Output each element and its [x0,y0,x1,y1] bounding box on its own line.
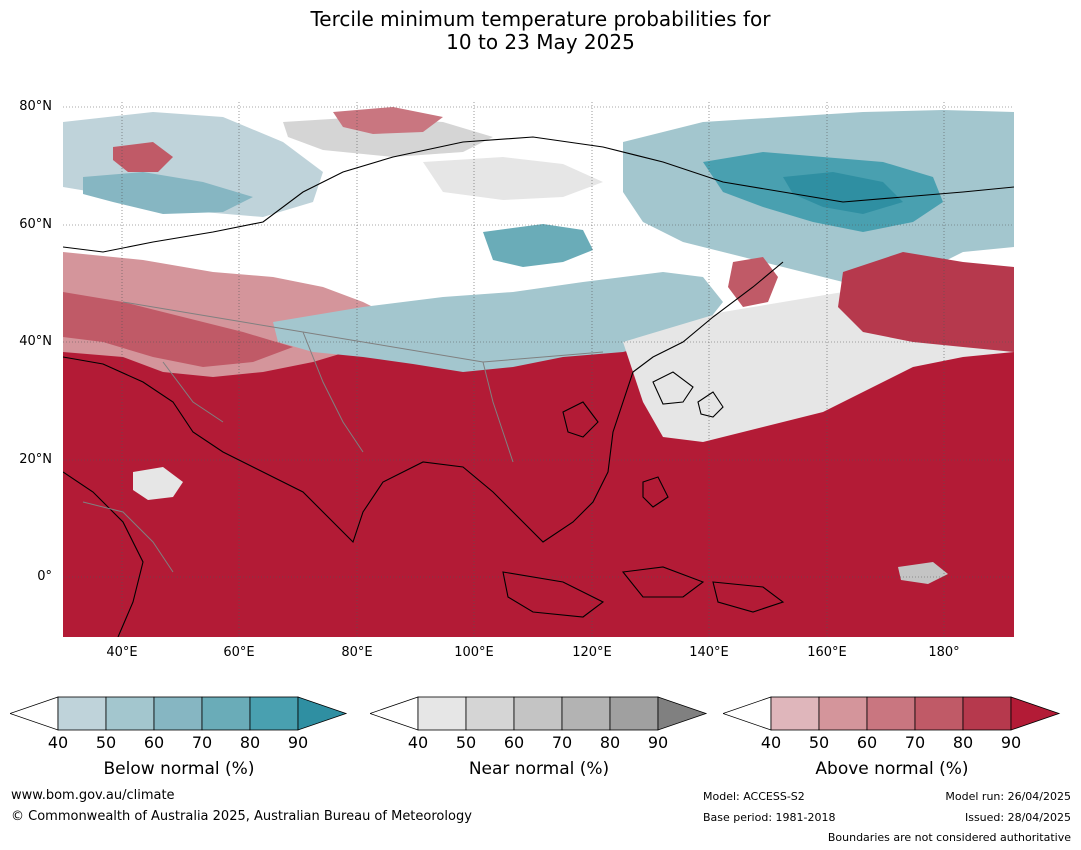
near-normal-pacific-south [898,562,948,584]
tick-above-60: 60 [856,733,878,752]
graticule [63,102,1014,637]
colorbar-segment [914,696,964,731]
colorbar-segment [770,696,820,731]
colorbar-segment [657,696,708,731]
colorbar-segment [297,696,348,731]
tick-below-40: 40 [47,733,69,752]
probability-map [63,102,1014,637]
colorbar-segment [57,696,107,731]
above-normal-pacific-north [838,252,1014,352]
footer-model: Model: ACCESS-S2 [703,790,805,803]
colorbar-segment [513,696,563,731]
footer-issued: Issued: 28/04/2025 [964,811,1071,824]
above-normal-scandinavia [113,142,173,172]
tick-above-50: 50 [808,733,830,752]
colorbar-title-below: Below normal (%) [103,759,255,779]
tick-near-90: 90 [647,733,669,752]
colorbar-title-above: Above normal (%) [815,759,969,779]
colorbar-near-normal [370,696,708,731]
tick-above-80: 80 [952,733,974,752]
colorbar-segment [962,696,1012,731]
colorbar-segment [818,696,868,731]
lat-label-40n: 40°N [19,334,52,349]
title-line-1: Tercile minimum temperature probabilitie… [310,7,771,31]
lon-label-120e: 120°E [572,645,612,660]
near-normal-arabia [133,467,183,500]
colorbar-segment [417,696,467,731]
tick-above-40: 40 [760,733,782,752]
lat-label-60n: 60°N [19,217,52,232]
tick-near-50: 50 [455,733,477,752]
below-normal-siberia-west-strong [83,172,253,214]
above-normal-north-patch [333,107,443,134]
above-normal-kamchatka-patch [728,257,778,307]
tick-below-90: 90 [287,733,309,752]
footer-base-period: Base period: 1981-2018 [703,811,836,824]
colorbar-extension-low [370,696,419,731]
lon-label-100e: 100°E [454,645,494,660]
colorbar-segment [105,696,155,731]
tick-near-80: 80 [599,733,621,752]
footer-copyright: © Commonwealth of Australia 2025, Austra… [11,809,472,824]
colorbar-title-near: Near normal (%) [468,759,610,779]
colorbar-segment [465,696,515,731]
tick-near-70: 70 [551,733,573,752]
footer-website: www.bom.gov.au/climate [11,788,175,803]
title-line-2: 10 to 23 May 2025 [446,30,635,54]
country-boundaries [82,301,604,573]
lon-label-60e: 60°E [223,645,255,660]
footer-model-run: Model run: 26/04/2025 [945,790,1071,803]
colorbar-segment [201,696,251,731]
tick-below-50: 50 [95,733,117,752]
below-normal-mongolia [483,224,593,267]
colorbar-below-normal [10,696,348,731]
tick-below-60: 60 [143,733,165,752]
tick-below-70: 70 [191,733,213,752]
lat-label-20n: 20°N [19,452,52,467]
lat-label-0: 0° [37,569,52,584]
colorbar-segment [866,696,916,731]
colorbar-above-normal [723,696,1061,731]
lat-label-80n: 80°N [19,99,52,114]
below-normal-central-asia [273,272,723,372]
colorbar-extension-low [723,696,772,731]
lon-label-160e: 160°E [807,645,847,660]
lon-label-40e: 40°E [106,645,138,660]
near-normal-patch-2 [423,157,603,200]
colorbar-segment [561,696,611,731]
colorbar-segment [1010,696,1061,731]
coastlines [63,136,1014,637]
colorbar-extension-low [10,696,59,731]
tick-above-70: 70 [904,733,926,752]
colorbar-segment [609,696,659,731]
map-title: Tercile minimum temperature probabilitie… [0,8,1081,54]
lon-label-140e: 140°E [689,645,729,660]
below-normal-siberia-east-core [783,172,903,214]
lon-label-80e: 80°E [341,645,373,660]
colorbar-segment [153,696,203,731]
footer-disclaimer: Boundaries are not considered authoritat… [827,831,1071,844]
lon-label-180: 180° [928,645,960,660]
colorbar-segment [249,696,299,731]
above-normal-mid-west-strong [63,292,293,367]
tick-near-40: 40 [407,733,429,752]
tick-below-80: 80 [239,733,261,752]
tick-near-60: 60 [503,733,525,752]
tick-above-90: 90 [1000,733,1022,752]
